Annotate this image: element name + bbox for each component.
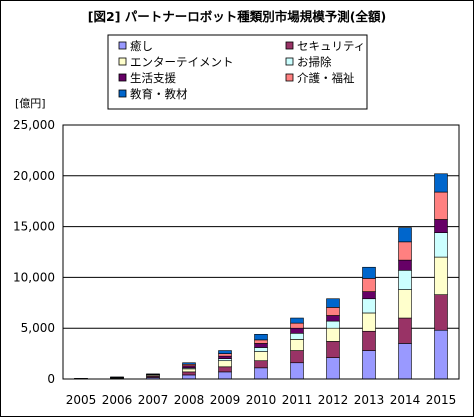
x-tick-label: 2011 bbox=[282, 393, 313, 407]
x-tick-label: 2013 bbox=[354, 393, 385, 407]
bar-segment bbox=[398, 259, 412, 271]
y-tick-label: 5,000 bbox=[21, 321, 55, 335]
bar-segment bbox=[290, 332, 304, 340]
legend-swatch bbox=[285, 73, 294, 82]
y-tick-label: 0 bbox=[47, 372, 55, 386]
bar-segment bbox=[326, 357, 340, 380]
bar-segment bbox=[434, 173, 448, 193]
bar-segment bbox=[362, 266, 376, 279]
legend-label: 教育・教材 bbox=[130, 87, 188, 101]
bar-segment bbox=[254, 347, 268, 352]
bar-segment bbox=[362, 350, 376, 380]
chart-title: [図2] パートナーロボット種類別市場規模予測(全額) bbox=[88, 9, 386, 24]
legend-swatch bbox=[285, 57, 294, 66]
bar-segment bbox=[326, 320, 340, 329]
plot-area-border bbox=[62, 124, 460, 380]
bar-segment bbox=[434, 232, 448, 258]
x-tick-label: 2006 bbox=[102, 393, 133, 407]
bar-segment bbox=[290, 317, 304, 324]
y-tick-label: 20,000 bbox=[13, 169, 55, 183]
bar-segment bbox=[326, 298, 340, 308]
bar-segment bbox=[398, 227, 412, 243]
bar-segment bbox=[218, 371, 232, 380]
x-tick-label: 2014 bbox=[390, 393, 421, 407]
x-tick-label: 2010 bbox=[246, 393, 277, 407]
legend-label: セキュリティ bbox=[297, 39, 365, 53]
bar-segment bbox=[290, 322, 304, 329]
bar-segment bbox=[398, 241, 412, 261]
legend-label: 生活支援 bbox=[130, 71, 176, 85]
bar-segment bbox=[326, 307, 340, 316]
bar-segment bbox=[362, 298, 376, 314]
grid-lines bbox=[63, 175, 459, 329]
legend-box bbox=[107, 34, 368, 110]
x-tick-label: 2008 bbox=[174, 393, 205, 407]
legend-swatch bbox=[285, 41, 294, 50]
bar-segment bbox=[398, 269, 412, 290]
x-tick-label: 2007 bbox=[138, 393, 169, 407]
bar-segment bbox=[362, 278, 376, 292]
bar-segment bbox=[290, 362, 304, 380]
bar-segment bbox=[182, 365, 196, 369]
legend-label: エンターテイメント bbox=[130, 55, 234, 69]
bar-segment bbox=[254, 333, 268, 341]
bar-segment bbox=[218, 355, 232, 359]
bars bbox=[74, 173, 448, 380]
x-tick-label: 2009 bbox=[210, 393, 241, 407]
legend-label: 介護・福祉 bbox=[297, 71, 355, 85]
x-tick-label: 2015 bbox=[426, 393, 457, 407]
bar-segment bbox=[254, 339, 268, 344]
bar-segment bbox=[182, 371, 196, 376]
legend-label: お掃除 bbox=[297, 55, 332, 69]
bar-segment bbox=[218, 360, 232, 368]
bar-segment bbox=[326, 315, 340, 322]
bar-segment bbox=[290, 327, 304, 334]
bar-segment bbox=[398, 317, 412, 344]
x-tick-label: 2005 bbox=[66, 393, 97, 407]
bar-segment bbox=[182, 368, 196, 373]
bar-segment bbox=[398, 289, 412, 319]
bar-segment bbox=[362, 291, 376, 300]
y-tick-labels: 0 5,000 10,000 15,000 20,000 25,000 bbox=[13, 118, 55, 386]
bar-segment bbox=[434, 294, 448, 331]
bar-segment bbox=[434, 191, 448, 220]
x-tick-label: 2012 bbox=[318, 393, 349, 407]
y-axis-unit-label: [億円] bbox=[15, 97, 46, 110]
bar-segment bbox=[326, 341, 340, 358]
bar-segment bbox=[434, 329, 448, 380]
bar-segment bbox=[254, 351, 268, 362]
bar-segment bbox=[218, 366, 232, 373]
bar-segment bbox=[254, 360, 268, 369]
bar-segment bbox=[254, 343, 268, 348]
bar-segment bbox=[182, 362, 196, 365]
y-tick-label: 10,000 bbox=[13, 270, 55, 284]
legend-label: 癒し bbox=[130, 39, 153, 53]
y-tick-label: 25,000 bbox=[13, 118, 55, 132]
bar-segment bbox=[434, 256, 448, 295]
bar-segment bbox=[254, 367, 268, 380]
x-tick-labels: 2005 2006 2007 2008 2009 2010 2011 2012 2013 2014… bbox=[66, 393, 457, 407]
bar-segment bbox=[218, 350, 232, 354]
legend-swatch bbox=[118, 89, 127, 98]
bar-segment bbox=[290, 339, 304, 351]
bar-segment bbox=[326, 327, 340, 342]
bar-segment bbox=[362, 312, 376, 332]
legend-swatch bbox=[118, 41, 127, 50]
bar-segment bbox=[290, 350, 304, 364]
bar-segment bbox=[182, 374, 196, 380]
y-tick-label: 15,000 bbox=[13, 220, 55, 234]
legend-swatch bbox=[118, 73, 127, 82]
bar-segment bbox=[218, 358, 232, 362]
bar-segment bbox=[434, 219, 448, 233]
bar-segment bbox=[362, 330, 376, 351]
bar-segment bbox=[218, 353, 232, 357]
bar-segment bbox=[398, 343, 412, 380]
legend-swatch bbox=[118, 57, 127, 66]
